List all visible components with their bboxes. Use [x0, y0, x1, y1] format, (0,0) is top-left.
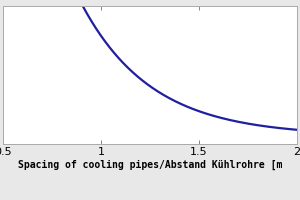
- X-axis label: Spacing of cooling pipes/Abstand Kühlrohre [m: Spacing of cooling pipes/Abstand Kühlroh…: [18, 160, 282, 170]
